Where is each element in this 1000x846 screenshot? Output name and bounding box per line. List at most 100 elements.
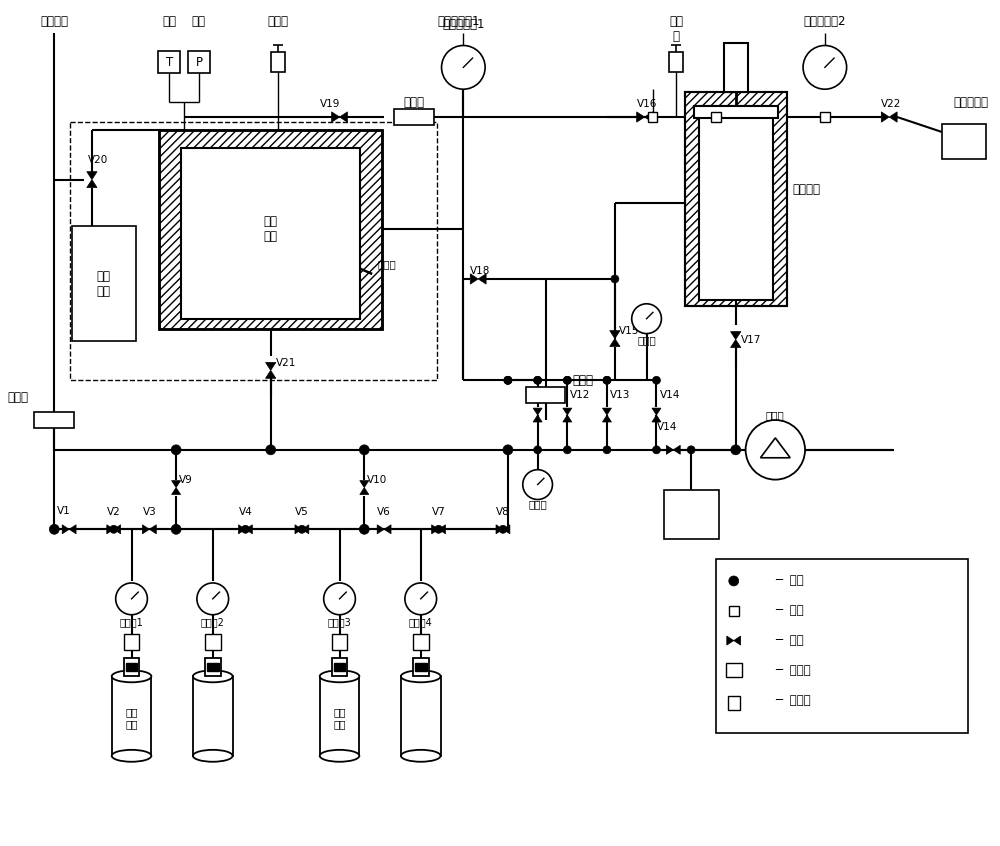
Text: 压力表2: 压力表2 xyxy=(201,617,225,627)
Bar xyxy=(332,658,347,676)
Text: 气体色谱仪: 气体色谱仪 xyxy=(954,96,989,109)
Circle shape xyxy=(171,445,181,455)
Bar xyxy=(685,92,787,305)
Text: V2: V2 xyxy=(107,508,121,518)
Polygon shape xyxy=(563,415,572,422)
Circle shape xyxy=(241,525,249,533)
Text: 精密压力表1: 精密压力表1 xyxy=(437,14,480,28)
Bar xyxy=(526,387,565,404)
Text: 阻火器: 阻火器 xyxy=(572,374,593,387)
Polygon shape xyxy=(107,525,114,534)
Bar xyxy=(726,663,742,678)
Bar xyxy=(271,52,285,72)
Circle shape xyxy=(197,583,229,615)
Bar xyxy=(181,148,360,319)
Text: V17: V17 xyxy=(741,334,761,344)
Text: T: T xyxy=(166,56,173,69)
Polygon shape xyxy=(62,525,69,534)
Text: V5: V5 xyxy=(295,508,309,518)
Bar xyxy=(320,676,359,755)
Circle shape xyxy=(504,376,512,384)
Polygon shape xyxy=(889,112,897,122)
Bar xyxy=(159,130,382,328)
Circle shape xyxy=(171,525,181,535)
Polygon shape xyxy=(610,338,620,347)
Circle shape xyxy=(503,445,513,455)
Text: V20: V20 xyxy=(88,155,108,165)
Circle shape xyxy=(324,583,355,615)
Polygon shape xyxy=(172,487,181,495)
Text: V14: V14 xyxy=(659,390,680,400)
Polygon shape xyxy=(673,445,680,454)
Polygon shape xyxy=(470,274,478,284)
Bar xyxy=(699,106,773,299)
Text: 真空泵: 真空泵 xyxy=(766,410,785,420)
Circle shape xyxy=(603,376,611,384)
Bar xyxy=(415,663,427,672)
Text: 爆炸
容器: 爆炸 容器 xyxy=(264,215,278,244)
Text: V15: V15 xyxy=(619,326,639,336)
Polygon shape xyxy=(439,525,446,534)
Circle shape xyxy=(731,445,741,455)
Text: V6: V6 xyxy=(377,508,391,518)
Text: 点火器: 点火器 xyxy=(377,259,396,269)
Polygon shape xyxy=(172,481,181,487)
Text: V10: V10 xyxy=(367,475,388,485)
Text: V22: V22 xyxy=(881,99,902,109)
Polygon shape xyxy=(302,525,309,534)
Text: ─  调压阀: ─ 调压阀 xyxy=(775,664,811,677)
Circle shape xyxy=(499,525,507,533)
Polygon shape xyxy=(533,408,542,415)
Ellipse shape xyxy=(112,750,151,761)
Polygon shape xyxy=(503,525,510,534)
Polygon shape xyxy=(533,415,542,422)
Polygon shape xyxy=(245,525,252,534)
Text: 压力表3: 压力表3 xyxy=(328,617,351,627)
Polygon shape xyxy=(602,415,611,422)
Text: 压缩
空气: 压缩 空气 xyxy=(333,707,346,729)
Bar xyxy=(694,106,778,118)
Polygon shape xyxy=(652,415,661,422)
Polygon shape xyxy=(295,525,302,534)
Bar xyxy=(648,112,657,122)
Text: 真空容器: 真空容器 xyxy=(677,525,702,535)
Bar xyxy=(126,663,137,672)
Polygon shape xyxy=(637,112,645,122)
Bar xyxy=(112,676,151,755)
Circle shape xyxy=(110,525,118,533)
Circle shape xyxy=(534,376,542,384)
Ellipse shape xyxy=(401,750,441,761)
Text: V7: V7 xyxy=(432,508,445,518)
Circle shape xyxy=(653,446,660,453)
Circle shape xyxy=(603,446,611,453)
Text: 压力表4: 压力表4 xyxy=(409,617,433,627)
Text: 温度: 温度 xyxy=(162,14,176,28)
Text: V12: V12 xyxy=(570,390,591,400)
Text: 压力: 压力 xyxy=(192,14,206,28)
Text: 真空计: 真空计 xyxy=(528,499,547,509)
Bar xyxy=(159,130,382,328)
Polygon shape xyxy=(360,481,369,487)
Polygon shape xyxy=(69,525,76,534)
Text: 真空表: 真空表 xyxy=(637,336,656,345)
Text: ─  二通: ─ 二通 xyxy=(775,604,804,618)
Polygon shape xyxy=(114,525,121,534)
Polygon shape xyxy=(87,179,97,188)
Bar xyxy=(188,52,210,74)
Circle shape xyxy=(534,446,542,453)
Bar xyxy=(413,658,429,676)
Circle shape xyxy=(603,376,611,384)
Text: 阻火器: 阻火器 xyxy=(8,391,29,404)
Bar xyxy=(334,663,345,672)
Bar xyxy=(207,663,219,672)
Polygon shape xyxy=(384,525,391,534)
Text: V1: V1 xyxy=(57,507,71,516)
Bar xyxy=(711,112,721,122)
Text: 压力表1: 压力表1 xyxy=(120,617,143,627)
Bar xyxy=(205,634,221,650)
Text: ─  针阀: ─ 针阀 xyxy=(775,634,804,647)
Ellipse shape xyxy=(401,670,441,682)
Circle shape xyxy=(172,525,180,533)
Circle shape xyxy=(359,445,369,455)
Text: 可燃
气体: 可燃 气体 xyxy=(125,707,138,729)
